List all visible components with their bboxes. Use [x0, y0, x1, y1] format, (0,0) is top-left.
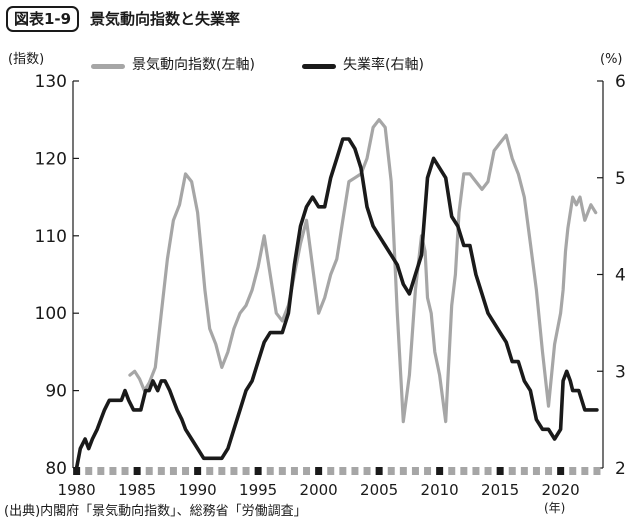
x-tick-label: 2005 [360, 481, 398, 499]
year-marker-major [133, 467, 141, 475]
year-marker-minor [109, 467, 117, 475]
year-marker-minor [387, 467, 395, 475]
year-marker-minor [411, 467, 419, 475]
right-tick-label: 2 [615, 459, 626, 479]
right-tick-label: 3 [615, 362, 626, 382]
source-note: (出典)内閣府「景気動向指数」、総務省「労働調査」 [4, 504, 307, 519]
year-marker-minor [593, 467, 601, 475]
chart-title: 景気動向指数と失業率 [90, 10, 241, 28]
legend-swatch-unemployment [302, 64, 336, 69]
x-tick-label: 2020 [542, 481, 580, 499]
year-marker-minor [182, 467, 190, 475]
year-marker-major [254, 467, 262, 475]
year-marker-major [315, 467, 323, 475]
year-marker-minor [290, 467, 298, 475]
year-marker-minor [157, 467, 165, 475]
year-marker-minor [581, 467, 589, 475]
year-marker-major [496, 467, 504, 475]
year-marker-major [436, 467, 444, 475]
year-marker-minor [399, 467, 407, 475]
left-tick-label: 90 [45, 382, 67, 402]
year-marker-strip [73, 467, 601, 475]
legend-label-ci: 景気動向指数(左軸) [132, 57, 255, 73]
series-line-unemployment [74, 137, 599, 470]
year-marker-minor [520, 467, 528, 475]
x-tick-label: 1995 [239, 481, 277, 499]
year-marker-minor [230, 467, 238, 475]
year-marker-minor [266, 467, 274, 475]
year-marker-minor [472, 467, 480, 475]
x-tick-label: 2000 [300, 481, 338, 499]
year-marker-minor [278, 467, 286, 475]
year-marker-minor [351, 467, 359, 475]
right-tick-label: 4 [615, 266, 626, 286]
x-tick-label: 2015 [481, 481, 519, 499]
year-marker-minor [532, 467, 540, 475]
year-marker-major [73, 467, 81, 475]
x-axis-unit-label: (年) [544, 501, 566, 515]
x-tick-label: 1990 [179, 481, 217, 499]
year-marker-minor [569, 467, 577, 475]
chart-axes [72, 81, 604, 468]
x-tick-label: 1985 [118, 481, 156, 499]
year-marker-minor [460, 467, 468, 475]
x-tick-label: 1980 [58, 481, 96, 499]
legend-swatch-ci [91, 64, 125, 69]
left-tick-label: 110 [35, 227, 67, 247]
series-line-ci [128, 118, 598, 424]
year-marker-minor [145, 467, 153, 475]
year-marker-minor [85, 467, 93, 475]
year-marker-minor [448, 467, 456, 475]
year-marker-minor [424, 467, 432, 475]
year-marker-minor [484, 467, 492, 475]
left-tick-label: 120 [35, 149, 67, 169]
year-marker-major [194, 467, 202, 475]
year-marker-minor [327, 467, 335, 475]
year-marker-minor [206, 467, 214, 475]
year-marker-minor [508, 467, 516, 475]
year-marker-minor [169, 467, 177, 475]
year-marker-minor [97, 467, 105, 475]
left-axis-ticks: 80 90 100 110 120 130 [35, 72, 79, 479]
year-marker-minor [339, 467, 347, 475]
year-marker-minor [303, 467, 311, 475]
year-marker-major [557, 467, 565, 475]
left-tick-label: 130 [35, 72, 67, 92]
year-marker-minor [242, 467, 250, 475]
right-axis-ticks: 2 3 4 5 6 [597, 72, 626, 479]
year-marker-major [375, 467, 383, 475]
right-axis-unit-label: (%) [600, 52, 623, 67]
figure-number-badge: 図表1-9 [6, 6, 80, 32]
year-marker-minor [363, 467, 371, 475]
left-tick-label: 80 [45, 459, 67, 479]
x-axis-tick-labels: 1980 1985 1990 1995 2000 2005 2010 2015 2020 [58, 481, 580, 499]
year-marker-minor [545, 467, 553, 475]
legend-label-unemployment: 失業率(右軸) [343, 57, 424, 73]
right-tick-label: 5 [615, 169, 626, 189]
year-marker-minor [218, 467, 226, 475]
x-tick-label: 2010 [421, 481, 459, 499]
right-tick-label: 6 [615, 72, 626, 92]
year-marker-minor [121, 467, 129, 475]
chart-series [74, 118, 599, 470]
left-tick-label: 100 [35, 304, 67, 324]
left-axis-unit-label: (指数) [8, 52, 45, 67]
